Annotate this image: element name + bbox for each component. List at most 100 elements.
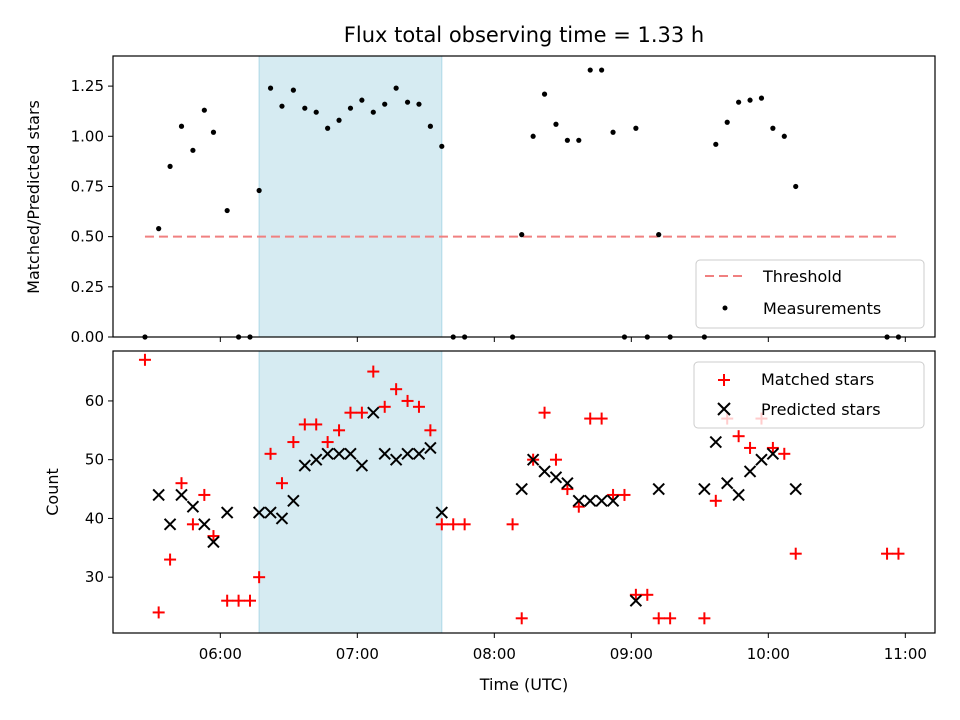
bottom-shaded-interval	[258, 350, 443, 634]
predicted-star-point	[275, 512, 289, 525]
measurement-point	[736, 99, 742, 105]
top-y-ticks: 0.00 0.25 0.50 0.75 1.00 1.25	[71, 77, 113, 346]
predicted-star-point	[595, 494, 608, 508]
predicted-star-point	[175, 488, 188, 502]
predicted-star-point	[355, 459, 369, 472]
predicted-star-point	[389, 453, 403, 466]
predicted-star-point	[652, 482, 665, 496]
matched-star-point	[264, 447, 277, 460]
bottom-y-tick-label: 50	[85, 451, 104, 469]
measurement-point	[587, 67, 593, 73]
measurement-point	[541, 91, 548, 97]
measurement-point	[201, 107, 207, 113]
predicted-star-point	[789, 482, 802, 496]
measurement-point	[347, 105, 354, 111]
matched-star-point	[618, 488, 631, 501]
matched-star-point	[152, 606, 165, 619]
predicted-points	[152, 406, 802, 607]
predicted-star-point	[698, 482, 711, 496]
top-points	[142, 67, 902, 340]
top-y-tick-label: 0.00	[71, 328, 104, 346]
predicted-star-point	[287, 494, 300, 508]
chart-title: Flux total observing time = 1.33 h	[344, 23, 704, 47]
matched-star-point	[789, 547, 802, 560]
matched-star-point	[538, 406, 551, 419]
predicted-star-point	[606, 494, 620, 508]
matched-star-point	[698, 612, 711, 625]
matched-star-point	[732, 430, 745, 443]
predicted-star-point	[435, 506, 449, 519]
predicted-star-point	[321, 447, 334, 461]
predicted-star-point	[732, 488, 745, 502]
matched-star-point	[367, 365, 380, 378]
matched-star-point	[390, 383, 403, 396]
matched-star-point	[355, 406, 368, 419]
matched-star-point	[232, 594, 245, 607]
measurement-point	[553, 121, 559, 127]
measurement-point	[610, 129, 616, 135]
legend-measurements-label: Measurements	[763, 299, 881, 318]
measurement-point	[302, 105, 308, 111]
measurement-point	[210, 129, 217, 135]
predicted-star-point	[186, 500, 200, 513]
bottom-legend-box	[693, 361, 925, 429]
measurement-point	[416, 101, 422, 107]
predicted-star-point	[538, 465, 551, 478]
x-tick-label: 06:00	[199, 645, 242, 663]
predicted-star-point	[163, 518, 177, 531]
predicted-star-point	[152, 488, 165, 502]
matched-star-point	[664, 612, 677, 625]
matched-star-point	[607, 488, 620, 501]
predicted-star-point	[572, 494, 586, 508]
matched-star-point	[709, 494, 722, 507]
matched-star-point	[244, 594, 256, 607]
measurement-point	[336, 117, 342, 123]
matched-star-point	[333, 424, 346, 437]
matched-star-point	[561, 483, 574, 496]
bottom-x-ticks: 06:00 07:00 08:00 09:00 10:00 11:00	[199, 633, 927, 663]
predicted-star-point	[298, 459, 312, 472]
measurement-point	[427, 123, 433, 129]
predicted-star-point	[721, 476, 734, 490]
predicted-star-point	[220, 506, 234, 519]
measurement-point	[564, 137, 570, 143]
top-y-axis-label: Matched/Predicted stars	[24, 100, 43, 294]
matched-star-point	[186, 518, 199, 531]
matched-star-point	[629, 588, 642, 601]
bottom-y-tick-label: 30	[85, 568, 104, 586]
measurement-point	[382, 101, 388, 107]
matched-star-point	[549, 453, 562, 466]
matched-star-point	[321, 436, 334, 449]
top-y-tick-label: 0.50	[71, 228, 104, 246]
legend-predicted-label: Predicted stars	[761, 400, 881, 419]
matched-star-point	[138, 353, 151, 366]
matched-star-point	[435, 518, 448, 531]
predicted-star-point	[561, 476, 574, 490]
predicted-star-point	[367, 406, 380, 419]
measurement-point	[156, 226, 162, 232]
measurement-point	[439, 143, 445, 149]
predicted-star-point	[412, 447, 426, 461]
matched-star-point	[164, 553, 177, 566]
measurement-point	[781, 133, 787, 139]
predicted-star-point	[709, 435, 723, 449]
measurement-point	[224, 207, 230, 214]
bottom-y-axis-label: Count	[43, 468, 62, 516]
measurement-point	[576, 137, 582, 143]
measurement-point	[393, 85, 399, 91]
matched-star-point	[447, 518, 460, 531]
predicted-star-point	[401, 447, 414, 461]
matched-star-point	[221, 594, 234, 607]
predicted-star-point	[755, 453, 768, 466]
top-y-tick-label: 0.25	[71, 278, 104, 296]
x-tick-label: 07:00	[336, 645, 379, 663]
measurement-point	[267, 85, 274, 91]
legend-matched-label: Matched stars	[761, 370, 874, 389]
matched-star-point	[412, 400, 425, 413]
matched-star-point	[515, 612, 528, 625]
measurement-point	[167, 163, 173, 169]
x-axis-label: Time (UTC)	[479, 675, 568, 694]
measurement-point	[793, 183, 799, 190]
top-x-ticks	[219, 337, 906, 342]
